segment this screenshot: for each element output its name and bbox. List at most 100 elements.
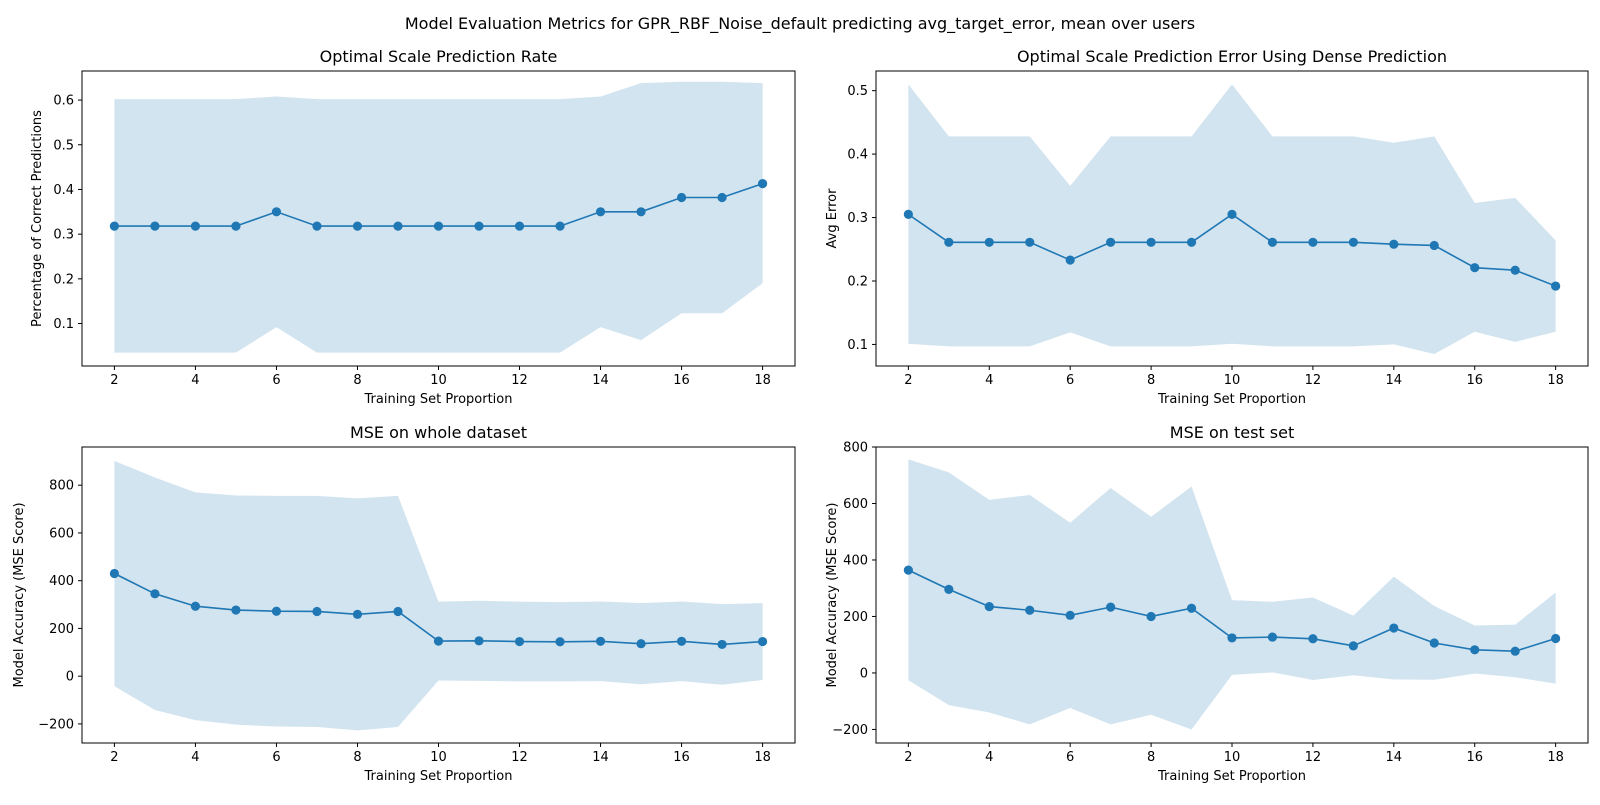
panel-optimal-scale-prediction-rate: Optimal Scale Prediction Rate 2 4 6 8 10 12 14 1…: [30, 47, 796, 407]
y-tick-label: 0.4: [847, 148, 868, 163]
confidence-band: [114, 460, 763, 731]
x-tick-label: 6: [1066, 373, 1074, 388]
y-tick-label: 0: [66, 670, 74, 685]
figure-title: Model Evaluation Metrics for GPR_RBF_Noi…: [405, 14, 1195, 34]
data-point: [1146, 611, 1156, 622]
data-point: [757, 179, 768, 189]
confidence-band: [114, 81, 763, 353]
data-point: [944, 584, 954, 594]
x-tick-label: 2: [904, 750, 912, 765]
data-point: [474, 221, 484, 231]
data-point: [1267, 632, 1278, 642]
panel-optimal-scale-prediction-error: Optimal Scale Prediction Error Using Den…: [825, 47, 1589, 407]
x-tick-label: 16: [673, 750, 690, 765]
data-point: [474, 636, 484, 646]
x-tick-label: 4: [985, 373, 993, 388]
y-tick-label: 800: [843, 441, 868, 456]
data-point: [1389, 623, 1399, 633]
y-axis-label: Percentage of Correct Predictions: [30, 110, 45, 327]
data-point: [1065, 255, 1075, 265]
y-tick-label: 200: [49, 622, 74, 637]
data-point: [1470, 645, 1480, 655]
y-tick-label: 0.6: [53, 94, 74, 109]
y-tick-label: 0.5: [53, 138, 74, 153]
data-point: [1308, 237, 1318, 247]
x-tick-label: 16: [1466, 373, 1483, 388]
data-point: [903, 209, 913, 219]
x-tick-label: 6: [272, 373, 280, 388]
y-tick-label: 0.2: [847, 274, 868, 289]
data-point: [984, 601, 994, 612]
data-point: [1227, 633, 1237, 643]
x-tick-label: 10: [1224, 750, 1241, 765]
panel-title: MSE on whole dataset: [350, 423, 527, 442]
y-tick-label: 600: [843, 497, 868, 512]
y-tick-label: 400: [49, 574, 74, 589]
y-axis-label: Avg Error: [825, 188, 840, 249]
x-tick-label: 10: [430, 750, 447, 765]
data-point: [352, 609, 363, 619]
x-tick-label: 16: [1466, 750, 1483, 765]
data-point: [1389, 239, 1399, 249]
data-point: [393, 606, 403, 617]
x-tick-label: 14: [592, 750, 609, 765]
data-point: [984, 237, 994, 247]
data-point: [555, 221, 565, 231]
x-tick-label: 18: [1547, 750, 1564, 765]
data-point: [271, 207, 282, 217]
x-tick-label: 14: [1386, 373, 1403, 388]
x-tick-label: 6: [272, 750, 280, 765]
y-axis-label: Model Accuracy (MSE Score): [825, 502, 840, 687]
y-tick-label: 0.1: [53, 317, 74, 332]
data-point: [1308, 634, 1318, 644]
x-tick-label: 12: [1305, 373, 1322, 388]
data-point: [312, 606, 322, 617]
x-tick-label: 18: [754, 750, 771, 765]
x-axis-label: Training Set Proportion: [364, 392, 513, 407]
data-point: [1186, 603, 1197, 613]
panel-title: Optimal Scale Prediction Error Using Den…: [1017, 47, 1447, 66]
data-point: [1510, 646, 1520, 656]
data-point: [636, 207, 646, 217]
data-point: [1106, 602, 1116, 612]
data-point: [109, 221, 120, 231]
x-axis-label: Training Set Proportion: [1157, 769, 1306, 784]
x-tick-label: 4: [191, 373, 199, 388]
y-tick-label: 0.4: [53, 183, 74, 198]
x-tick-label: 8: [1147, 373, 1155, 388]
y-tick-label: 400: [843, 553, 868, 568]
x-tick-label: 8: [1147, 750, 1155, 765]
x-tick-label: 2: [110, 373, 118, 388]
x-tick-label: 14: [1386, 750, 1403, 765]
data-point: [595, 207, 606, 217]
data-point: [190, 221, 201, 231]
data-point: [1429, 240, 1439, 251]
x-tick-label: 8: [353, 750, 361, 765]
data-point: [1429, 638, 1439, 648]
x-tick-label: 10: [430, 373, 447, 388]
confidence-band: [908, 84, 1556, 354]
x-tick-label: 12: [1305, 750, 1322, 765]
y-tick-label: −200: [832, 723, 868, 738]
x-tick-label: 2: [110, 750, 118, 765]
x-axis-label: Training Set Proportion: [364, 769, 513, 784]
data-point: [1186, 237, 1197, 247]
y-tick-label: 0.2: [53, 272, 74, 287]
y-axis-label: Model Accuracy (MSE Score): [12, 502, 27, 687]
y-tick-label: 0.3: [847, 211, 868, 226]
data-point: [109, 568, 120, 579]
x-tick-label: 12: [511, 750, 528, 765]
data-point: [903, 565, 913, 575]
y-tick-label: −200: [38, 717, 74, 732]
data-point: [1551, 633, 1561, 644]
data-point: [231, 605, 241, 615]
data-point: [433, 636, 444, 646]
data-point: [312, 221, 322, 231]
x-tick-label: 18: [754, 373, 771, 388]
x-tick-label: 4: [191, 750, 199, 765]
x-tick-label: 2: [904, 373, 912, 388]
x-tick-label: 8: [353, 373, 361, 388]
x-tick-label: 10: [1224, 373, 1241, 388]
x-tick-label: 12: [511, 373, 528, 388]
